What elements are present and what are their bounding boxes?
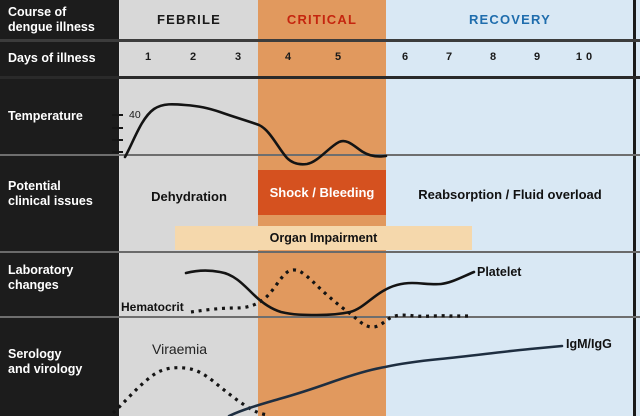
temperature-axis-tick [112,114,123,116]
grid-line-below-clinical [0,251,640,253]
day-number-10: 10 [575,51,597,63]
day-number-2: 2 [189,51,197,63]
grid-line-temp-baseline [0,154,640,156]
days-of-illness-label: Days of illness [8,51,96,65]
igm-igg-label: IgM/IgG [566,337,612,351]
grid-line-below-laboratory [0,316,640,318]
clinical-issue-dehydration: Dehydration [151,189,227,204]
serology-row-label: Serology and virology [8,347,83,376]
temperature-row-label: Temperature [8,109,83,123]
day-number-1: 1 [144,51,152,63]
temperature-axis-40-label: 40 [129,109,141,121]
temperature-axis-tick [112,151,123,153]
grid-line-below-header [0,39,640,42]
day-number-8: 8 [489,51,497,63]
temperature-axis-tick [112,127,123,129]
temperature-axis-tick [112,139,123,141]
left-column-divider [118,0,120,416]
right-border [633,0,636,416]
grid-line-below-days [0,75,640,79]
day-number-6: 6 [401,51,409,63]
day-number-7: 7 [445,51,453,63]
phase-recovery: RECOVERY [468,12,552,27]
course-of-illness-label: Course of dengue illness [8,5,95,34]
clinical-issue-reabsorption: Reabsorption / Fluid overload [418,187,602,202]
day-number-3: 3 [234,51,242,63]
platelet-label: Platelet [477,265,522,279]
phase-critical: CRITICAL [286,12,358,27]
organ-impairment-banner: Organ Impairment [175,226,472,250]
day-number-4: 4 [284,51,292,63]
viraemia-label: Viraemia [152,341,207,357]
clinical-issues-row-label: Potential clinical issues [8,179,93,208]
hematocrit-label: Hematocrit [121,300,184,314]
shock-bleeding-box: Shock / Bleeding [258,170,386,215]
day-number-5: 5 [334,51,342,63]
phase-febrile: FEBRILE [156,12,221,27]
organ-impairment-label: Organ Impairment [269,231,378,245]
clinical-issue-shock-bleeding: Shock / Bleeding [269,185,375,200]
laboratory-row-label: Laboratory changes [8,263,74,292]
day-number-9: 9 [533,51,541,63]
recovery-column-bg [386,0,640,416]
